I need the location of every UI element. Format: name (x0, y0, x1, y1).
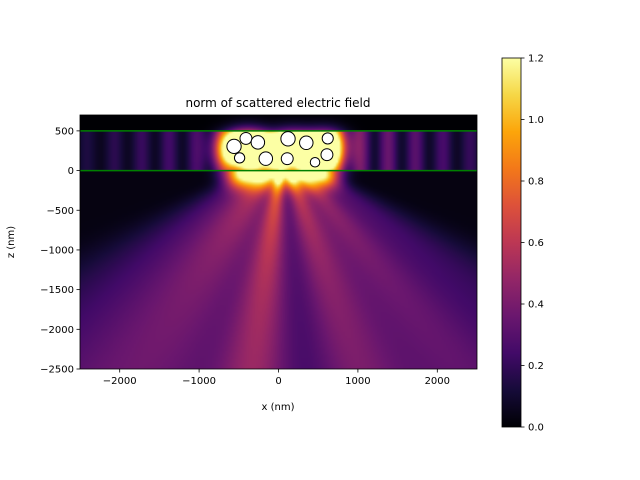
y-tick-label: 500 (55, 126, 74, 137)
y-tick-label: −2500 (40, 365, 74, 376)
particle (233, 152, 246, 164)
y-tick-label: −1000 (40, 245, 74, 256)
particle (239, 131, 253, 145)
plot-area (80, 115, 477, 369)
colorbar-ticks: 0.0 0.2 0.4 0.6 0.8 1.0 1.2 (521, 54, 544, 434)
colorbar-gradient (501, 57, 522, 428)
particle (280, 131, 296, 147)
y-tick-label: −500 (47, 206, 74, 217)
y-axis: 500 0 −500 −1000 −1500 −2000 −2500 (40, 126, 80, 376)
particles (226, 131, 334, 168)
y-tick-label: −2000 (40, 325, 74, 336)
particle (320, 148, 334, 162)
x-tick-label: −1000 (182, 376, 216, 387)
y-tick-label: −1500 (40, 285, 74, 296)
x-tick-label: −2000 (103, 376, 137, 387)
colorbar-tick-label: 1.0 (528, 115, 544, 126)
colorbar: 0.0 0.2 0.4 0.6 0.8 1.0 1.2 (501, 54, 544, 434)
particle (258, 151, 274, 166)
colorbar-tick-label: 0.2 (528, 361, 544, 372)
y-axis-label: z (nm) (6, 226, 17, 258)
particle (321, 132, 334, 145)
x-axis: −2000 −1000 0 1000 2000 (103, 369, 450, 387)
colorbar-tick-label: 0.8 (528, 177, 544, 188)
field-heatmap (80, 115, 477, 369)
layer-boundaries (80, 130, 477, 172)
particle (309, 156, 321, 168)
chart-title: norm of scattered electric field (185, 96, 370, 110)
colorbar-tick-label: 0.6 (528, 238, 544, 249)
x-axis-label: x (nm) (262, 402, 295, 413)
y-tick-label: 0 (68, 166, 74, 177)
particle (299, 135, 314, 151)
colorbar-tick-label: 0.4 (528, 300, 544, 311)
particle (226, 138, 242, 154)
particle (250, 135, 266, 150)
colorbar-tick-label: 1.2 (528, 54, 544, 65)
particle (280, 152, 294, 166)
x-tick-label: 2000 (425, 376, 450, 387)
colorbar-tick-label: 0.0 (528, 423, 544, 434)
x-tick-label: 0 (275, 376, 281, 387)
x-tick-label: 1000 (345, 376, 370, 387)
